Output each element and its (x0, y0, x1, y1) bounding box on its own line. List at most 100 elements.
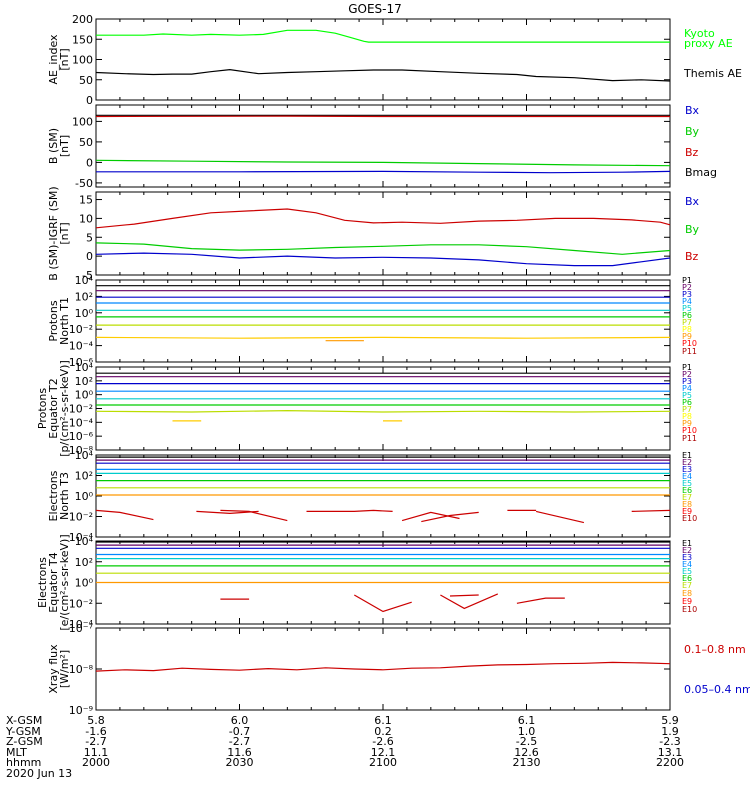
y-axis-label: Equator T4 (47, 552, 60, 612)
x-tick-label: 5.9 (661, 714, 679, 727)
y-axis-label: Electrons (36, 557, 49, 608)
legend-item: proxy AE (684, 37, 733, 50)
series-themis-ae (95, 68, 671, 82)
legend-item: P6 (682, 311, 692, 320)
y-tick-label: 10 (79, 212, 93, 225)
y-axis-label: Protons (47, 300, 60, 341)
series-e9e (516, 597, 565, 604)
y-tick-label: 10⁻² (69, 597, 93, 610)
y-tick-label: 50 (79, 136, 93, 149)
legend-item: P8 (682, 325, 692, 334)
legend-item: Themis AE (683, 67, 742, 80)
legend-item: E4 (682, 472, 692, 481)
x-axis-table: X-GSM 5.8 6.0 6.1 6.1 5.9 Y-GSM -1.6 -0.7 0.2 1.0 1… (5, 714, 684, 780)
legend-item: P11 (682, 434, 697, 443)
legend-item: P5 (682, 391, 692, 400)
y-tick-label: 50 (79, 74, 93, 87)
series-e9c (440, 593, 499, 610)
x-tick-label: 13.1 (658, 746, 683, 759)
y-tick-label: 0 (86, 94, 93, 107)
y-tick-label: 10⁰ (75, 577, 94, 590)
y-tick-label: 10⁻⁴ (69, 416, 94, 429)
y-tick-label: 10⁻⁴ (69, 531, 94, 544)
x-tick-label: 2130 (513, 756, 541, 769)
legend-item: E8 (682, 500, 692, 509)
legend-item: 0.1–0.8 nm (684, 643, 746, 656)
y-tick-label: 100 (72, 115, 93, 128)
series-by (95, 159, 671, 167)
panel-frame (95, 279, 671, 363)
y-tick-label: 10⁰ (75, 490, 94, 503)
x-tick-label: -0.7 (229, 725, 250, 738)
y-tick-label: 10⁴ (75, 274, 94, 287)
legend-item: E5 (682, 479, 692, 488)
legend-item: P1 (682, 363, 692, 372)
x-axis-row-label: hhmm (6, 756, 41, 769)
series-by (95, 242, 671, 255)
series-e9c (220, 509, 288, 522)
x-tick-label: 5.8 (87, 714, 105, 727)
y-tick-label: 10² (75, 290, 93, 303)
y-axis-label: [nT] (58, 135, 71, 157)
series-p7 (95, 409, 671, 413)
y-axis-label: Equator T2 (47, 378, 60, 438)
y-axis-label: [p/(cm²-s-sr-keV)] (58, 360, 71, 457)
y-tick-label: 10⁻⁸ (69, 444, 94, 457)
legend-item: P2 (682, 370, 692, 379)
series-e9b (354, 594, 412, 613)
panel-frame (95, 366, 671, 451)
legend-item: P10 (682, 339, 697, 348)
y-tick-label: 0 (86, 250, 93, 263)
legend-item: E2 (682, 546, 692, 555)
y-axis-label: B (SM) (47, 128, 60, 164)
legend-item: P10 (682, 426, 697, 435)
legend-item: E6 (682, 486, 692, 495)
x-tick-label: -2.7 (85, 735, 106, 748)
legend-item: E10 (682, 605, 697, 614)
series-e9a (95, 509, 154, 521)
panel-3: -5 0 5 10 15 B (SM)-IGRF (SM)[nT] Bx By Bz (47, 186, 700, 282)
x-tick-label: -1.6 (85, 725, 106, 738)
series-kyoto-proxy-ae (96, 29, 670, 43)
legend-item: P11 (682, 347, 697, 356)
y-tick-label: 10⁻⁴ (69, 340, 94, 353)
y-axis-label: B (SM)-IGRF (SM) (47, 186, 60, 280)
x-axis-row-label: X-GSM (6, 714, 42, 727)
y-tick-label: -50 (75, 177, 93, 190)
x-tick-label: 2200 (656, 756, 684, 769)
y-axis-label: AE_index (47, 34, 60, 85)
y-tick-label: 10⁴ (75, 449, 94, 462)
y-tick-label: 10⁴ (75, 361, 94, 374)
y-tick-label: 10⁻⁶ (69, 356, 94, 369)
x-tick-label: 0.2 (374, 725, 392, 738)
date-label: 2020 Jun 13 (6, 767, 72, 780)
legend-item: P9 (682, 332, 692, 341)
y-tick-label: 10⁰ (75, 307, 94, 320)
legend-item: Kyoto (684, 27, 715, 40)
series-bx (95, 252, 671, 267)
y-tick-label: 10⁻² (69, 511, 93, 524)
y-tick-label: 10⁻² (69, 323, 93, 336)
y-tick-label: 10² (75, 375, 93, 388)
series-p8 (95, 336, 671, 339)
panel-frame (95, 191, 671, 276)
legend-item: E1 (682, 539, 692, 548)
series-e9h (535, 510, 585, 524)
y-tick-label: -5 (82, 269, 93, 282)
legend-item: E3 (682, 553, 692, 562)
legend-item: E5 (682, 567, 692, 576)
x-tick-label: 11.6 (227, 746, 252, 759)
y-axis-label: Electrons (47, 470, 60, 521)
x-tick-label: -2.6 (372, 735, 393, 748)
y-axis-label: North T1 (58, 297, 71, 345)
legend-item: P1 (682, 276, 692, 285)
series-0-1-0-8-nm (95, 661, 671, 672)
legend-item: E7 (682, 581, 692, 590)
panel-8: 10⁻⁹ 10⁻⁸ 10⁻⁷ Xray flux[W/m²] 0.1–0.8 nm 0.0… (47, 622, 750, 717)
y-tick-label: 10⁻⁹ (69, 704, 93, 717)
